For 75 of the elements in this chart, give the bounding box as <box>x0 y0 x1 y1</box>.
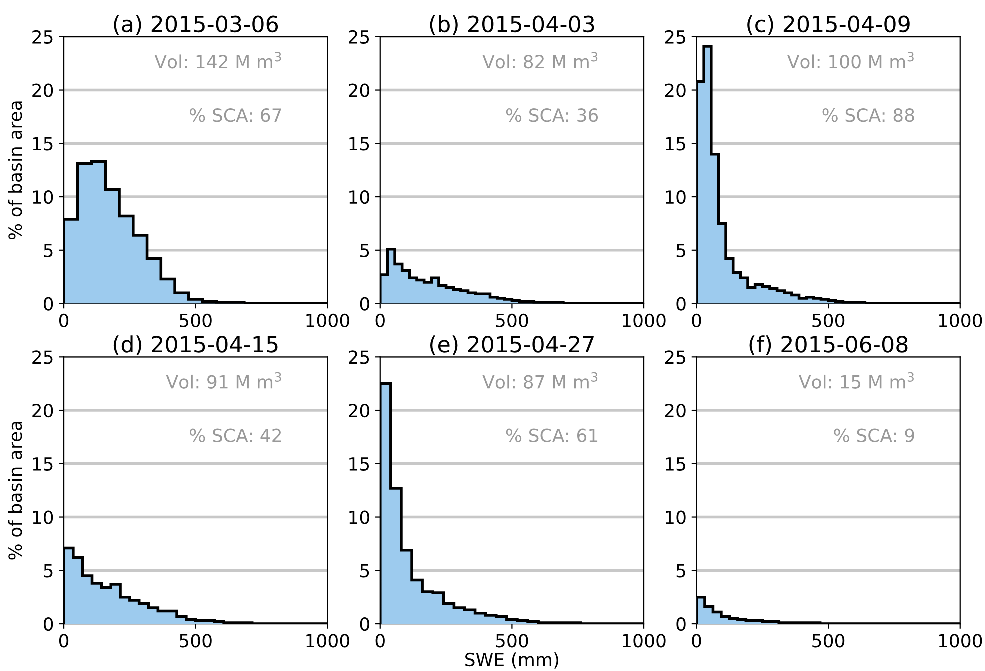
y-tick-label: 10 <box>33 190 54 204</box>
y-tick-label: 0 <box>44 617 54 632</box>
y-tick-label: 25 <box>665 350 686 364</box>
y-tick-label: 20 <box>665 84 686 98</box>
y-tick-label: 10 <box>33 510 54 524</box>
annotation: Vol: 82 M m$^{3}$ <box>482 52 598 69</box>
annotation: % SCA: 88 <box>822 108 914 122</box>
y-tick-label: 0 <box>676 617 686 632</box>
x-tick-label: 0 <box>59 634 69 648</box>
x-tick-label: 0 <box>376 634 385 648</box>
y-tick-label: 25 <box>32 350 53 364</box>
chart-title: (a) 2015-03-06 <box>114 15 278 36</box>
x-tick-label: 1000 <box>623 314 666 328</box>
y-tick-label: 15 <box>33 458 53 472</box>
y-tick-label: 5 <box>676 564 686 578</box>
y-tick-label: 5 <box>360 564 370 578</box>
x-tick-label: 500 <box>180 314 212 328</box>
y-tick-label: 25 <box>349 30 370 44</box>
x-tick-label: 500 <box>812 314 845 328</box>
y-tick-label: 5 <box>676 244 686 258</box>
annotation: % SCA: 67 <box>190 108 282 122</box>
chart-title: (d) 2015-04-15 <box>114 336 278 356</box>
y-tick-label: 20 <box>32 84 54 98</box>
x-axis-title: SWE (mm) <box>466 652 559 669</box>
x-tick-label: 500 <box>812 634 845 648</box>
y-tick-label: 0 <box>44 297 54 311</box>
annotation: % SCA: 36 <box>506 108 598 122</box>
x-tick-label: 1000 <box>306 314 350 328</box>
x-tick-label: 500 <box>180 634 212 648</box>
annotation: Vol: 100 M m$^{3}$ <box>788 52 914 69</box>
y-tick-label: 0 <box>360 297 370 311</box>
y-tick-label: 25 <box>349 350 370 364</box>
annotation: Vol: 87 M m$^{3}$ <box>482 372 598 389</box>
x-tick-label: 500 <box>496 314 528 328</box>
y-tick-label: 20 <box>32 404 54 418</box>
y-tick-label: 20 <box>665 404 686 418</box>
y-tick-label: 15 <box>33 137 53 151</box>
y-tick-label: 20 <box>349 84 370 98</box>
y-tick-label: 5 <box>44 564 53 578</box>
y-tick-label: 25 <box>665 30 686 44</box>
y-tick-label: 15 <box>666 137 686 151</box>
y-tick-label: 10 <box>350 190 370 204</box>
y-tick-label: 0 <box>360 617 370 632</box>
y-tick-label: 15 <box>666 458 686 472</box>
annotation: % SCA: 42 <box>190 428 282 442</box>
x-tick-label: 0 <box>692 314 702 328</box>
annotation: % SCA: 9 <box>834 428 914 442</box>
x-tick-label: 0 <box>692 634 702 648</box>
x-tick-label: 500 <box>496 634 528 648</box>
y-tick-label: 15 <box>350 458 370 472</box>
y-tick-label: 10 <box>666 510 686 524</box>
annotation: % SCA: 61 <box>506 428 598 442</box>
chart-title: (e) 2015-04-27 <box>430 336 594 356</box>
y-tick-label: 5 <box>360 244 370 258</box>
y-tick-label: 5 <box>44 244 53 258</box>
chart-title: (b) 2015-04-03 <box>430 15 594 36</box>
y-tick-label: 25 <box>32 30 53 44</box>
annotation: Vol: 91 M m$^{3}$ <box>166 372 282 389</box>
chart-title: (c) 2015-04-09 <box>748 15 910 36</box>
x-tick-label: 0 <box>376 314 385 328</box>
y-axis-title: % of basin area <box>8 102 22 240</box>
x-tick-label: 1000 <box>306 634 350 648</box>
y-tick-label: 10 <box>350 510 370 524</box>
chart-title: (f) 2015-06-08 <box>750 336 908 356</box>
annotation: Vol: 142 M m$^{3}$ <box>154 52 282 69</box>
x-tick-label: 1000 <box>939 634 982 648</box>
y-tick-label: 15 <box>350 137 370 151</box>
y-axis-title: % of basin area <box>8 422 22 560</box>
x-tick-label: 0 <box>59 314 69 328</box>
x-tick-label: 1000 <box>623 634 666 648</box>
y-tick-label: 20 <box>349 404 370 418</box>
y-tick-label: 0 <box>676 297 686 311</box>
y-tick-label: 10 <box>666 190 686 204</box>
x-tick-label: 1000 <box>939 314 982 328</box>
annotation: Vol: 15 M m$^{3}$ <box>799 372 914 389</box>
